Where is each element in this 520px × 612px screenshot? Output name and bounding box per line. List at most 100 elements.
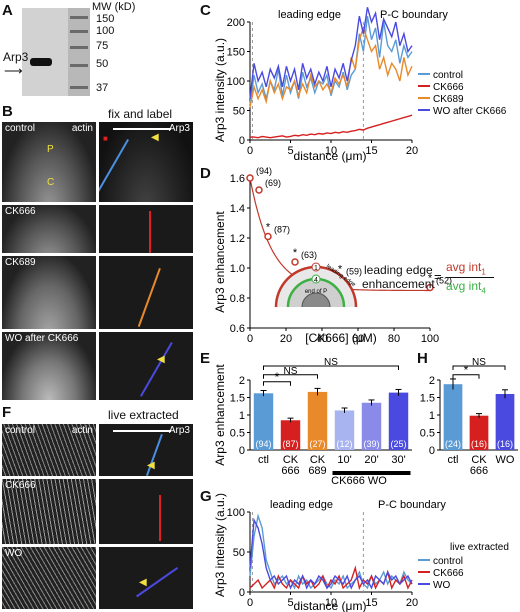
series-line-control — [249, 15, 413, 105]
series-line-ck666 — [249, 565, 413, 591]
bar — [469, 415, 489, 450]
bar — [443, 384, 463, 450]
significance-marker: * — [266, 222, 271, 234]
micrograph-actin-wo: WO after CK666 — [2, 332, 96, 400]
panel-label-C: C — [200, 2, 211, 19]
x-tick-label: 0 — [247, 597, 253, 609]
group-bar — [332, 471, 411, 475]
y-tick-label: 1 — [239, 410, 245, 422]
y-tick-label: 100 — [227, 507, 245, 519]
bar — [307, 391, 328, 450]
series-line-wo-after-ck666 — [249, 7, 413, 99]
cell-center — [301, 292, 331, 307]
micrograph-actin-ck689: CK689 — [2, 256, 96, 329]
legend-entry: WO after CK666 — [433, 106, 507, 117]
bar — [334, 410, 355, 450]
x-tick-label: 20 — [280, 333, 292, 345]
x-tick-label: 20 — [406, 597, 418, 609]
channel-label: actin — [71, 123, 93, 134]
y-tick-label: 0.8 — [230, 293, 245, 305]
arrow-icon: ◀ — [151, 132, 159, 143]
band-arrow-icon: ⟶ — [4, 63, 23, 78]
equation-denominator: avg int4 — [446, 279, 486, 296]
row-label: CK666 — [5, 206, 36, 217]
equation-numerator: avg int1 — [446, 260, 486, 277]
x-tick-label: 80 — [388, 333, 400, 345]
y-tick-label: 150 — [227, 47, 245, 59]
x-tick-label: 0 — [247, 145, 253, 157]
row-label: CK666 — [5, 480, 36, 491]
x-tick-label: 5 — [287, 597, 293, 609]
panel-b-header: fix and label — [108, 107, 173, 121]
category-label: 30' — [391, 454, 405, 466]
equation-left: leading edge enhancement — [362, 263, 435, 291]
y-tick-label: 0 — [239, 587, 245, 599]
inset-schematic: 1 4 leading edge end of P — [274, 262, 358, 307]
category-label: WO — [496, 454, 515, 466]
mw-marker: 37 — [96, 82, 109, 94]
y-tick-label: 50 — [233, 106, 245, 118]
fraction-bar — [446, 277, 494, 278]
n-label: (25) — [390, 439, 406, 449]
legend-entry: CK689 — [433, 94, 464, 105]
bar — [280, 420, 301, 450]
ring1-marker — [311, 262, 321, 272]
y-tick-label: 0 — [429, 445, 435, 457]
mw-marker: 100 — [96, 25, 115, 37]
panel-label-A: A — [2, 2, 13, 19]
y-tick-label: 0.5 — [420, 428, 435, 440]
y-tick-label: 200 — [227, 17, 245, 29]
n-label: (69) — [265, 178, 281, 188]
bar — [495, 394, 515, 450]
panel-label-D: D — [200, 165, 211, 182]
mw-marker: 150 — [96, 13, 115, 25]
row-label: control — [5, 123, 36, 134]
data-point — [246, 174, 254, 182]
series-line-ck666 — [250, 114, 413, 139]
panel-label-G: G — [200, 488, 212, 505]
category-label: 666 — [470, 465, 488, 477]
chart-e-group-label: CK666 WO — [331, 475, 387, 487]
y-tick-label: 2 — [239, 375, 245, 387]
micrograph-actin-live-control: control actin — [2, 424, 96, 476]
y-tick-label: 1.5 — [230, 393, 245, 405]
linescan-line — [99, 139, 129, 202]
arrow-icon: ◀ — [147, 460, 155, 471]
n-label: (24) — [445, 439, 461, 449]
row-label: WO — [5, 548, 23, 559]
micrograph-arp3-control: Arp3 ◀ ■ — [99, 122, 193, 202]
scale-bar — [113, 430, 171, 432]
micrograph-actin-ck666: CK666 — [2, 205, 96, 253]
linescan-line — [140, 342, 173, 397]
legend-entry: control — [433, 556, 463, 567]
y-tick-label: 1.0 — [230, 263, 245, 275]
chart-c-annotation-pc-boundary: P-C boundary — [380, 9, 448, 21]
y-tick-label: 50 — [233, 547, 245, 559]
n-label: (12) — [336, 439, 352, 449]
linescan-line — [149, 211, 151, 253]
lamella-p-label: P — [47, 144, 54, 155]
category-label: 689 — [308, 465, 326, 477]
category-label: CK — [471, 454, 487, 466]
chart-c-annotation-leading-edge: leading edge — [278, 9, 341, 21]
channel-label: Arp3 — [168, 123, 190, 134]
equation-left-line1: leading edge — [364, 263, 433, 277]
y-tick-label: 2 — [429, 375, 435, 387]
legend-entry: CK666 — [433, 82, 464, 93]
chart-c-ylabel: Arp3 intensity (a.u.) — [213, 38, 227, 142]
legend-entry: CK666 — [433, 568, 464, 579]
panel-label-H: H — [417, 350, 428, 367]
y-tick-label: 1.2 — [230, 233, 245, 245]
n-label: (94) — [255, 439, 271, 449]
n-label: (39) — [363, 439, 379, 449]
chart-e-ylabel: Arp3 enhancement — [213, 364, 227, 466]
blot-band — [30, 58, 52, 66]
chart-d-ylabel: Arp3 enhancement — [213, 211, 227, 313]
micrograph-arp3-live-wo: ◀ — [99, 547, 193, 609]
arp3-band-label: Arp3 — [3, 50, 29, 64]
category-label: CK — [310, 454, 326, 466]
micrograph-arp3-ck666 — [99, 205, 193, 253]
chart-g-annotation-pc-boundary: P-C boundary — [378, 499, 446, 511]
y-tick-label: 1.5 — [420, 393, 435, 405]
